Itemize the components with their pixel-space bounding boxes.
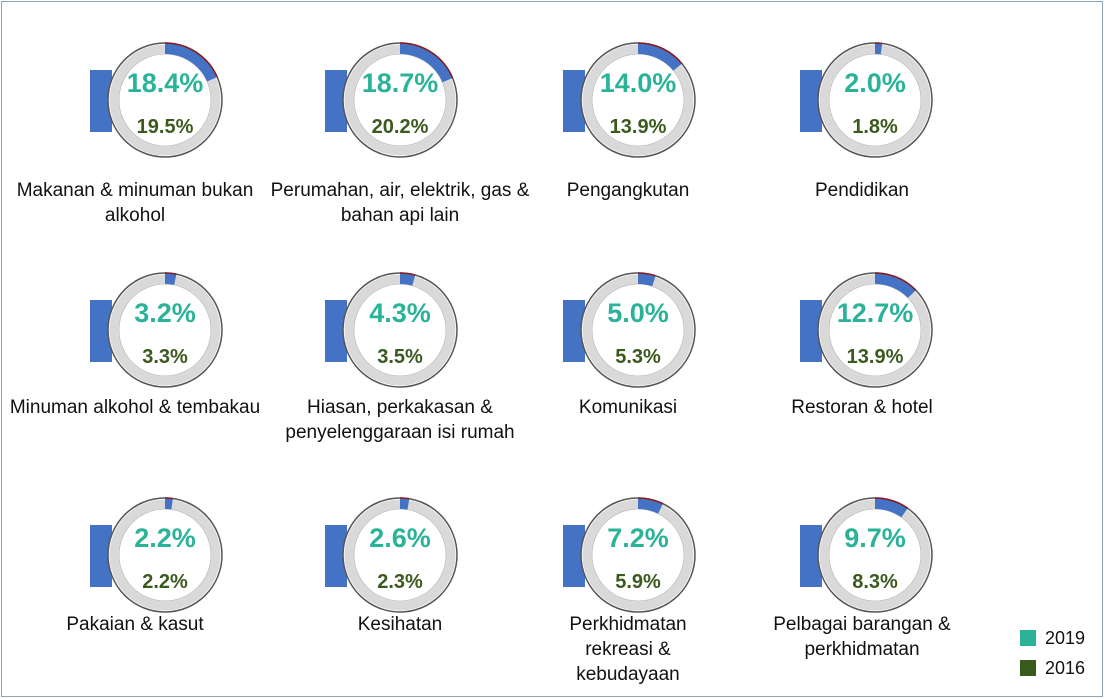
value-2016: 5.3%	[615, 346, 661, 368]
value-2016: 3.3%	[142, 346, 188, 368]
infographic: 18.4% 19.5% 18.7% 20.2% 14.0% 13.9% 2.0% 1.8% 3.…	[0, 0, 1104, 698]
category-label: Pakaian & kasut	[0, 612, 270, 637]
value-2019: 18.7%	[362, 68, 439, 98]
legend-swatch	[1020, 630, 1036, 646]
value-2016: 5.9%	[615, 571, 661, 593]
legend-swatch	[1020, 660, 1036, 676]
value-2019: 9.7%	[844, 523, 906, 553]
value-2016: 1.8%	[852, 116, 898, 138]
legend-label: 2016	[1045, 658, 1085, 678]
value-2019: 2.2%	[134, 523, 196, 553]
value-2019: 12.7%	[837, 298, 914, 328]
legend-label: 2019	[1045, 628, 1085, 648]
value-2016: 8.3%	[852, 571, 898, 593]
category-label: Kesihatan	[265, 612, 535, 637]
category-label: Pendidikan	[727, 178, 997, 203]
category-label: Pelbagai barangan & perkhidmatan	[727, 612, 997, 662]
value-2016: 13.9%	[610, 116, 667, 138]
value-2019: 5.0%	[607, 298, 669, 328]
donut-arc-edge	[400, 498, 409, 499]
value-2019: 3.2%	[134, 298, 196, 328]
category-label: Makanan & minuman bukan alkohol	[0, 178, 270, 228]
chart: 18.4% 19.5% 18.7% 20.2% 14.0% 13.9% 2.0% 1.8% 3.…	[0, 0, 1104, 698]
category-label: Minuman alkohol & tembakau	[0, 395, 270, 420]
category-label: Restoran & hotel	[727, 395, 997, 420]
value-2019: 2.0%	[844, 68, 906, 98]
value-2019: 4.3%	[369, 298, 431, 328]
value-2019: 18.4%	[127, 68, 204, 98]
value-2016: 19.5%	[137, 116, 194, 138]
category-label: Komunikasi	[543, 395, 713, 420]
value-2016: 2.2%	[142, 571, 188, 593]
donut-arc-edge	[165, 498, 173, 499]
value-2019: 14.0%	[600, 68, 677, 98]
value-2016: 20.2%	[372, 116, 429, 138]
value-2016: 3.5%	[377, 346, 423, 368]
value-2016: 2.3%	[377, 571, 423, 593]
category-label: Pengangkutan	[543, 178, 713, 203]
category-label: Perkhidmatan rekreasi & kebudayaan	[543, 612, 713, 687]
value-2019: 2.6%	[369, 523, 431, 553]
value-2016: 13.9%	[847, 346, 904, 368]
category-label: Hiasan, perkakasan & penyelenggaraan isi…	[265, 395, 535, 445]
value-2019: 7.2%	[607, 523, 669, 553]
category-label: Perumahan, air, elektrik, gas & bahan ap…	[265, 178, 535, 228]
